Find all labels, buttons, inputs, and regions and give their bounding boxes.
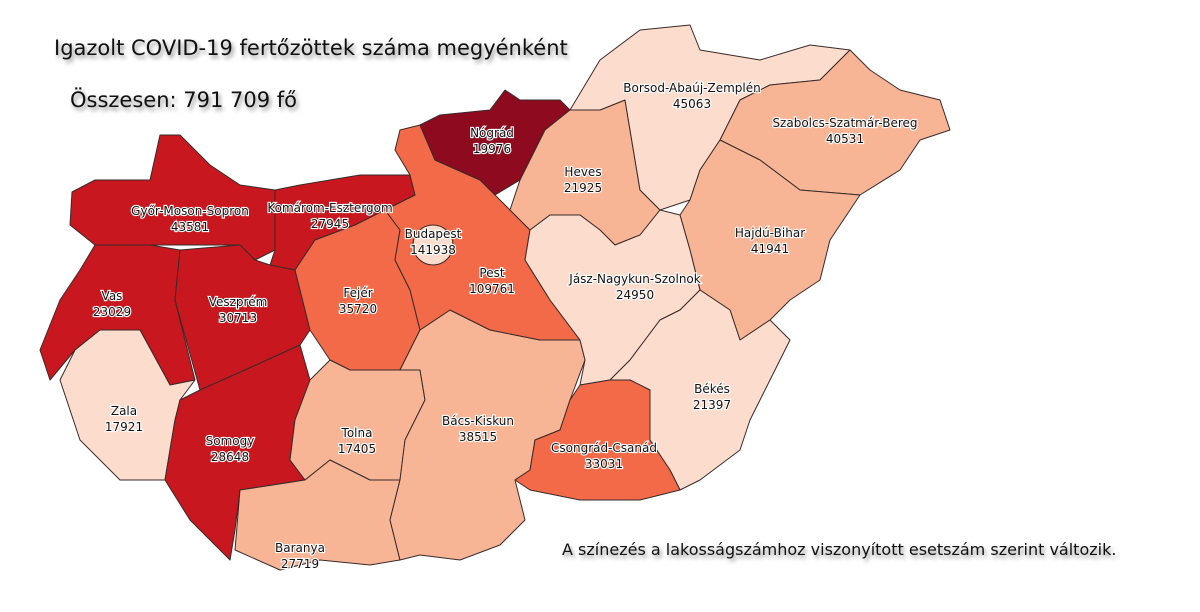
map-title: Igazolt COVID-19 fertőzöttek száma megyé… [54, 36, 568, 60]
county-name-label: Pest [479, 266, 504, 280]
county-gyor-moson-sopron [69, 134, 276, 261]
county-name-label: Csongrád-Csanád [551, 441, 657, 455]
total-count: Összesen: 791 709 fő [70, 88, 298, 112]
county-name-label: Heves [564, 165, 601, 179]
county-name-label: Veszprém [209, 295, 268, 309]
county-name-label: Vas [102, 289, 123, 303]
county-name-label: Hajdú-Bihar [735, 226, 805, 240]
county-name-label: Zala [111, 404, 137, 418]
county-name-label: Somogy [206, 434, 255, 448]
county-name-label: Baranya [275, 541, 325, 555]
county-cases-label: 40531 [826, 132, 864, 146]
county-name-label: Nógrád [470, 126, 514, 140]
county-name-label: Borsod-Abaúj-Zemplén [623, 81, 760, 95]
color-note: A színezés a lakosságszámhoz viszonyítot… [562, 540, 1117, 559]
county-cases-label: 141938 [410, 243, 456, 257]
county-cases-label: 33031 [585, 457, 623, 471]
county-cases-label: 23029 [93, 305, 131, 319]
county-cases-label: 19976 [473, 142, 511, 156]
county-name-label: Jász-Nagykun-Szolnok [568, 272, 700, 286]
county-cases-label: 17921 [105, 420, 143, 434]
county-name-label: Komárom-Esztergom [267, 201, 392, 215]
county-cases-label: 43581 [171, 220, 209, 234]
county-name-label: Békés [694, 382, 730, 396]
county-name-label: Bács-Kiskun [442, 414, 514, 428]
county-name-label: Budapest [405, 227, 462, 241]
county-name-label: Győr-Moson-Sopron [131, 204, 249, 218]
county-cases-label: 21397 [693, 398, 731, 412]
county-cases-label: 41941 [751, 242, 789, 256]
county-cases-label: 109761 [469, 282, 515, 296]
county-cases-label: 24950 [616, 288, 654, 302]
county-cases-label: 30713 [219, 311, 257, 325]
county-csongrad-csanad [514, 379, 681, 501]
county-name-label: Tolna [341, 426, 373, 440]
county-cases-label: 27945 [311, 217, 349, 231]
county-cases-label: 45063 [673, 97, 711, 111]
county-name-label: Fejér [343, 286, 372, 300]
county-cases-label: 17405 [338, 442, 376, 456]
county-cases-label: 27719 [281, 557, 319, 571]
county-cases-label: 21925 [564, 181, 602, 195]
county-budapest [412, 224, 454, 266]
county-cases-label: 28648 [211, 450, 249, 464]
county-name-label: Szabolcs-Szatmár-Bereg [772, 116, 917, 130]
county-cases-label: 38515 [459, 430, 497, 444]
county-cases-label: 35720 [339, 302, 377, 316]
